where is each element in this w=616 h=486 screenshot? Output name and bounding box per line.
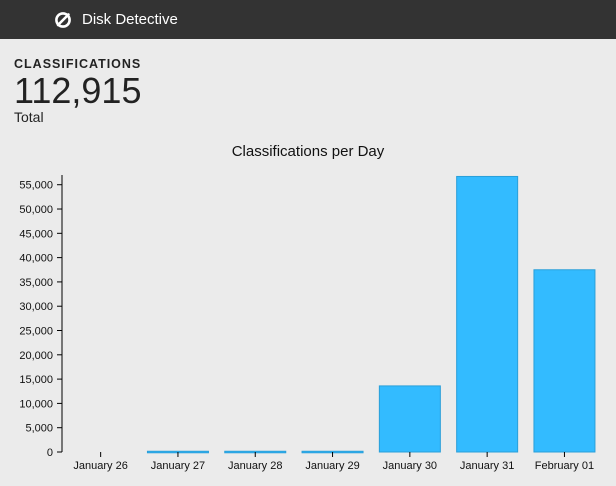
y-tick-label: 35,000 <box>19 277 53 289</box>
chart-title: Classifications per Day <box>231 143 385 160</box>
x-tick-label: January 31 <box>460 460 514 472</box>
y-tick-label: 40,000 <box>19 253 53 265</box>
y-tick-label: 50,000 <box>19 204 53 216</box>
x-tick-label: February 01 <box>535 460 594 472</box>
stat-value: 112,915 <box>14 70 142 111</box>
y-tick-label: 30,000 <box>19 301 53 313</box>
null-circle-icon <box>53 10 73 30</box>
y-tick-label: 20,000 <box>19 350 53 362</box>
y-tick-label: 25,000 <box>19 326 53 338</box>
y-tick-label: 15,000 <box>19 374 53 386</box>
x-tick-label: January 29 <box>305 460 359 472</box>
y-tick-label: 45,000 <box>19 228 53 240</box>
bar <box>533 269 596 453</box>
y-tick-label: 5,000 <box>25 423 53 435</box>
stat-sublabel: Total <box>14 109 44 125</box>
classifications-stat: CLASSIFICATIONS 112,915 Total <box>14 57 141 125</box>
x-tick-label: January 27 <box>151 460 205 472</box>
brand-home-link[interactable]: Disk Detective <box>53 10 178 30</box>
y-tick-label: 10,000 <box>19 398 53 410</box>
x-tick-label: January 26 <box>73 460 127 472</box>
top-navigation-bar: Disk Detective <box>0 0 616 39</box>
brand-name: Disk Detective <box>82 11 178 28</box>
bar <box>378 385 441 453</box>
x-tick-label: January 30 <box>383 460 437 472</box>
bar <box>456 175 519 453</box>
y-tick-label: 0 <box>47 447 53 459</box>
x-tick-label: January 28 <box>228 460 282 472</box>
stat-label: CLASSIFICATIONS <box>14 57 142 71</box>
y-tick-label: 55,000 <box>19 180 53 192</box>
